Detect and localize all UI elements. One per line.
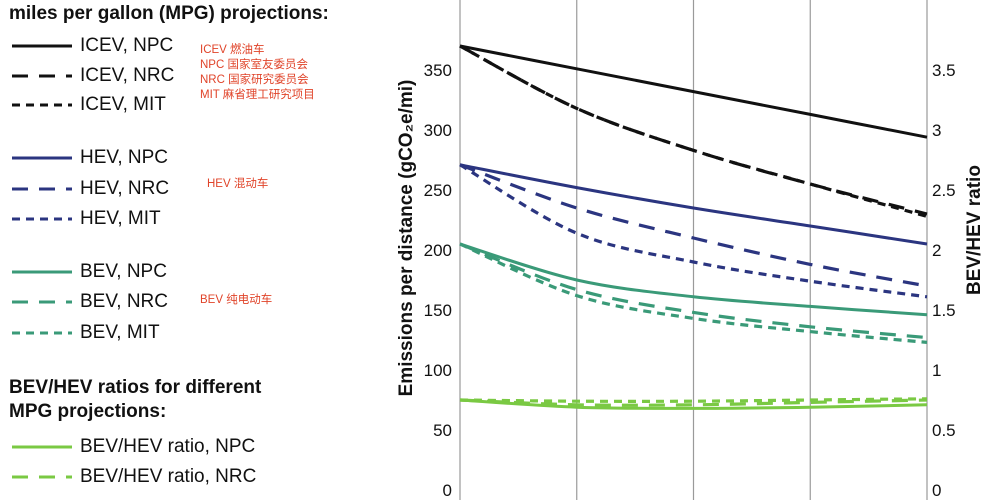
series-line-bev-nrc bbox=[459, 242, 928, 340]
legend-label: BEV, NRC bbox=[80, 291, 168, 312]
y2-tick-label: 3 bbox=[932, 121, 941, 140]
legend-item-ratio-nrc: BEV/HEV ratio, NRC bbox=[12, 462, 256, 492]
legend-swatch-icon bbox=[12, 156, 72, 160]
legend-heading-ratio-2: MPG projections: bbox=[9, 401, 167, 422]
legend-swatch-icon bbox=[12, 217, 72, 221]
legend-swatch-icon bbox=[12, 270, 72, 274]
emissions-line-chart: 0 50 100 150 200 250 300 350 0 0.5 1 1.5 2 2.5 3 3.5 E… bbox=[396, 0, 985, 500]
legend-item-icev-nrc: ICEV, NRC bbox=[12, 61, 174, 91]
y-tick-label: 100 bbox=[424, 361, 452, 380]
legend-swatch-icon bbox=[12, 103, 72, 107]
legend-item-hev-mit: HEV, MIT bbox=[12, 204, 161, 234]
legend-item-icev-npc: ICEV, NPC bbox=[12, 31, 173, 61]
legend-label: ICEV, NPC bbox=[80, 35, 174, 56]
legend-heading-ratio: BEV/HEV ratios for different bbox=[9, 377, 262, 398]
y2-tick-label: 0 bbox=[932, 481, 941, 500]
y2-tick-label: 1 bbox=[932, 361, 941, 380]
series-line-icev-npc bbox=[459, 44, 928, 139]
legend-swatch-icon bbox=[12, 74, 72, 78]
note-nrc: NRC 国家研究委员会 bbox=[200, 74, 309, 86]
legend-label: BEV, MIT bbox=[80, 322, 160, 343]
series-line-bev-hev-ratio-mit bbox=[459, 397, 928, 403]
note-icev: ICEV 燃油车 bbox=[200, 44, 265, 56]
legend-label: BEV/HEV ratio, NPC bbox=[80, 436, 256, 457]
y-tick-label: 50 bbox=[433, 421, 452, 440]
y-tick-label: 350 bbox=[424, 61, 452, 80]
legend-item-bev-mit: BEV, MIT bbox=[12, 318, 160, 348]
legend-item-bev-npc: BEV, NPC bbox=[12, 257, 167, 287]
y2-tick-label: 1.5 bbox=[932, 301, 956, 320]
legend-swatch-icon bbox=[12, 475, 72, 479]
legend-swatch-icon bbox=[12, 187, 72, 191]
legend-label: HEV, NRC bbox=[80, 178, 170, 199]
legend-label: HEV, MIT bbox=[80, 208, 161, 229]
note-hev: HEV 混动车 bbox=[207, 178, 269, 190]
series-line-bev-npc bbox=[459, 242, 928, 317]
legend-swatch-icon bbox=[12, 44, 72, 48]
series-line-bev-hev-ratio-nrc bbox=[459, 398, 928, 407]
legend-swatch-icon bbox=[12, 331, 72, 335]
y2-axis-title: BEV/HEV ratio bbox=[964, 165, 985, 295]
y-tick-label: 200 bbox=[424, 241, 452, 260]
y2-tick-label: 0.5 bbox=[932, 421, 956, 440]
y-tick-label: 0 bbox=[443, 481, 452, 500]
legend-label: BEV/HEV ratio, NRC bbox=[80, 466, 257, 487]
note-mit: MIT 麻省理工研究项目 bbox=[200, 89, 315, 101]
legend-label: BEV, NPC bbox=[80, 261, 167, 282]
y-tick-label: 300 bbox=[424, 121, 452, 140]
series-line-hev-mit bbox=[459, 163, 928, 299]
legend-item-icev-mit: ICEV, MIT bbox=[12, 90, 166, 120]
series-line-bev-hev-ratio-npc bbox=[459, 398, 928, 410]
y2-tick-label: 2 bbox=[932, 241, 941, 260]
legend-panel: miles per gallon (MPG) projections: ICEV… bbox=[0, 0, 390, 500]
legend-swatch-icon bbox=[12, 300, 72, 304]
series-line-hev-npc bbox=[459, 163, 928, 246]
y2-tick-label: 2.5 bbox=[932, 181, 956, 200]
y-tick-label: 150 bbox=[424, 301, 452, 320]
note-npc: NPC 国家室友委员会 bbox=[200, 59, 308, 71]
y2-tick-label: 3.5 bbox=[932, 61, 956, 80]
legend-label: HEV, NPC bbox=[80, 147, 168, 168]
legend-heading-mpg: miles per gallon (MPG) projections: bbox=[9, 3, 329, 24]
legend-label: ICEV, MIT bbox=[80, 94, 166, 115]
legend-item-ratio-npc: BEV/HEV ratio, NPC bbox=[12, 432, 255, 462]
y-axis-title: Emissions per distance (gCO₂e/mi) bbox=[396, 80, 417, 397]
legend-swatch-icon bbox=[12, 445, 72, 449]
chart-area: 0 50 100 150 200 250 300 350 0 0.5 1 1.5 2 2.5 3 3.5 E… bbox=[390, 0, 1000, 500]
series-line-icev-mit bbox=[459, 44, 928, 218]
y-tick-label: 250 bbox=[424, 181, 452, 200]
legend-item-hev-nrc: HEV, NRC bbox=[12, 174, 169, 204]
note-bev: BEV 纯电动车 bbox=[200, 294, 273, 306]
legend-item-bev-nrc: BEV, NRC bbox=[12, 287, 168, 317]
legend-label: ICEV, NRC bbox=[80, 65, 175, 86]
series-line-hev-nrc bbox=[459, 163, 928, 288]
legend-item-hev-npc: HEV, NPC bbox=[12, 143, 168, 173]
